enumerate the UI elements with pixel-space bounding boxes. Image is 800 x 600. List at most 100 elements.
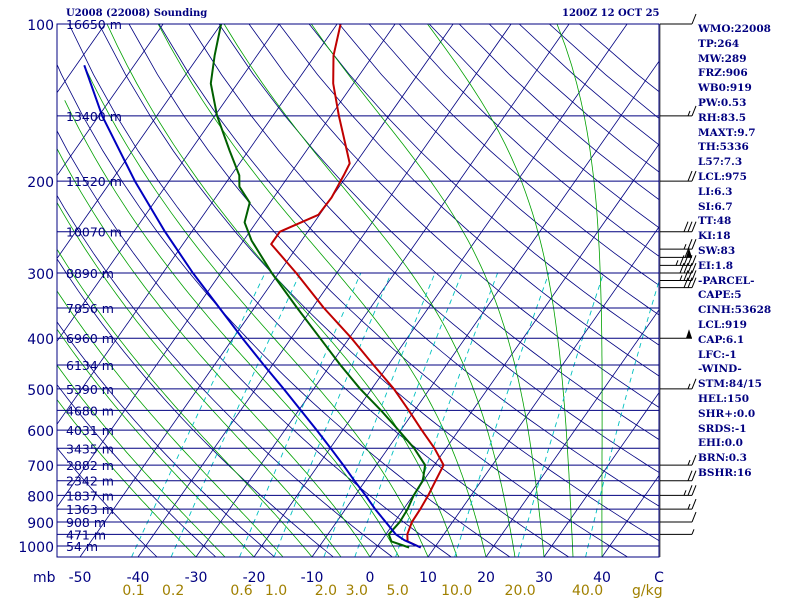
moist-adiabat-line xyxy=(57,328,255,557)
height-label: 5390 m xyxy=(66,382,114,397)
temperature-tick-label: -30 xyxy=(185,570,208,586)
pressure-tick-label: 700 xyxy=(27,459,54,475)
sounding-index-item: KI:18 xyxy=(698,230,731,243)
sounding-index-item: EHI:0.0 xyxy=(698,437,743,450)
mixing-ratio-unit-label: g/kg xyxy=(632,583,663,599)
isotherm-line xyxy=(57,24,222,260)
sounding-index-item: MW:289 xyxy=(698,52,747,65)
temperature-unit-label: C xyxy=(654,570,664,586)
mixing-ratio-line xyxy=(454,272,550,557)
pressure-tick-label: 800 xyxy=(27,489,54,505)
pressure-tick-label: 1000 xyxy=(18,540,54,556)
sounding-index-item: RH:83.5 xyxy=(698,111,747,124)
wind-barb xyxy=(660,270,697,281)
pressure-tick-label: 300 xyxy=(27,267,54,283)
moist-adiabat-line xyxy=(106,24,458,557)
dry-adiabat-line xyxy=(218,24,659,441)
sounding-index-item: CINH:53628 xyxy=(698,304,772,317)
moist-adiabat-line xyxy=(310,24,545,557)
pressure-tick-label: 600 xyxy=(27,424,54,440)
sounding-index-item: STM:84/15 xyxy=(698,378,762,391)
wind-barb xyxy=(660,329,692,339)
isotherm-line xyxy=(0,24,47,557)
height-label: 4680 m xyxy=(66,403,114,418)
moist-adiabat-line xyxy=(157,24,487,557)
height-label: 2342 m xyxy=(66,474,114,489)
moist-adiabat-line xyxy=(57,248,313,557)
sounding-index-item: LCL:919 xyxy=(698,318,747,331)
pressure-tick-label: 900 xyxy=(27,516,54,532)
sounding-index-item: MAXT:9.7 xyxy=(698,126,756,139)
mixing-ratio-line xyxy=(170,272,301,557)
moist-adiabat-line xyxy=(223,24,516,557)
sounding-traces xyxy=(83,24,445,549)
mixing-ratio-tick-label: 10.0 xyxy=(441,583,472,599)
mixing-ratio-line xyxy=(131,272,266,557)
dry-adiabat-line xyxy=(368,24,659,286)
wind-barb xyxy=(660,378,697,390)
sounding-index-item: CAP:6.1 xyxy=(698,333,745,346)
sounding-index-item: SW:83 xyxy=(698,244,736,257)
mixing-ratio-tick-label: 0.6 xyxy=(230,583,252,599)
dry-adiabat-line xyxy=(158,24,659,507)
temperature-tick-label: 0 xyxy=(366,570,375,586)
sounding-index-item: LI:6.3 xyxy=(698,185,733,198)
sounding-index-item: L57:7.3 xyxy=(698,156,743,169)
wind-barb xyxy=(660,485,697,496)
moist-adiabat-line xyxy=(83,65,429,557)
wind-barb xyxy=(660,13,697,25)
wind-barb xyxy=(660,470,697,482)
wind-barb xyxy=(660,262,697,274)
mixing-ratio-tick-label: 20.0 xyxy=(505,583,536,599)
height-label: 13400 m xyxy=(66,109,122,124)
isotherm-line xyxy=(57,24,396,508)
dewpoint-trace xyxy=(209,24,427,549)
wind-barb xyxy=(660,529,695,535)
isotherm-line xyxy=(543,392,659,557)
plot-frame xyxy=(56,23,660,558)
sounding-index-item: FRZ:906 xyxy=(698,67,748,80)
height-label: 908 m xyxy=(66,515,106,530)
mixing-ratio-line xyxy=(585,279,659,557)
wind-barb xyxy=(660,454,697,466)
sounding-index-item: HEL:150 xyxy=(698,392,750,405)
height-label: 2882 m xyxy=(66,458,114,473)
sounding-index-item: BSHR:16 xyxy=(698,466,752,479)
temperature-tick-label: -40 xyxy=(127,570,150,586)
dry-adiabat-line xyxy=(57,63,511,557)
isotherm-line xyxy=(57,24,338,425)
dry-adiabat-line xyxy=(68,24,569,557)
height-label: 8890 m xyxy=(66,266,114,281)
sounding-index-item: WB0:919 xyxy=(698,82,752,95)
isotherm-line xyxy=(253,24,628,557)
temperature-tick-label: 30 xyxy=(535,570,553,586)
mixing-ratio-tick-label: 5.0 xyxy=(386,583,408,599)
dry-adiabat-line xyxy=(278,24,659,377)
sounding-index-item: SHR+:0.0 xyxy=(698,407,756,420)
temperature-trace xyxy=(270,24,445,549)
height-label: 6960 m xyxy=(66,331,114,346)
wind-barb xyxy=(660,277,697,289)
isotherm-line xyxy=(195,24,570,557)
wind-barb xyxy=(660,105,697,117)
sounding-index-item: EI:1.8 xyxy=(698,259,734,272)
wind-barb xyxy=(660,498,697,510)
wind-barb xyxy=(660,221,697,233)
pressure-tick-label: 400 xyxy=(27,332,54,348)
sounding-index-item: SRDS:-1 xyxy=(698,422,747,435)
height-label: 471 m xyxy=(66,527,106,542)
height-label: 7856 m xyxy=(66,301,114,316)
moist-adiabat-line xyxy=(57,398,197,557)
sounding-index-item: PW:0.53 xyxy=(698,96,747,109)
temperature-tick-label: 20 xyxy=(477,570,495,586)
sounding-index-item: TH:5336 xyxy=(698,141,749,154)
dry-adiabat-line xyxy=(98,24,628,557)
dry-adiabat-line xyxy=(188,24,659,473)
dry-adiabat-line xyxy=(57,321,275,557)
mixing-ratio-line xyxy=(517,272,605,557)
sounding-index-item: CAPE:5 xyxy=(698,289,742,302)
pressure-tick-label: 200 xyxy=(27,175,54,191)
isotherm-line xyxy=(79,24,454,557)
sounding-index-item: LCL:975 xyxy=(698,170,747,183)
